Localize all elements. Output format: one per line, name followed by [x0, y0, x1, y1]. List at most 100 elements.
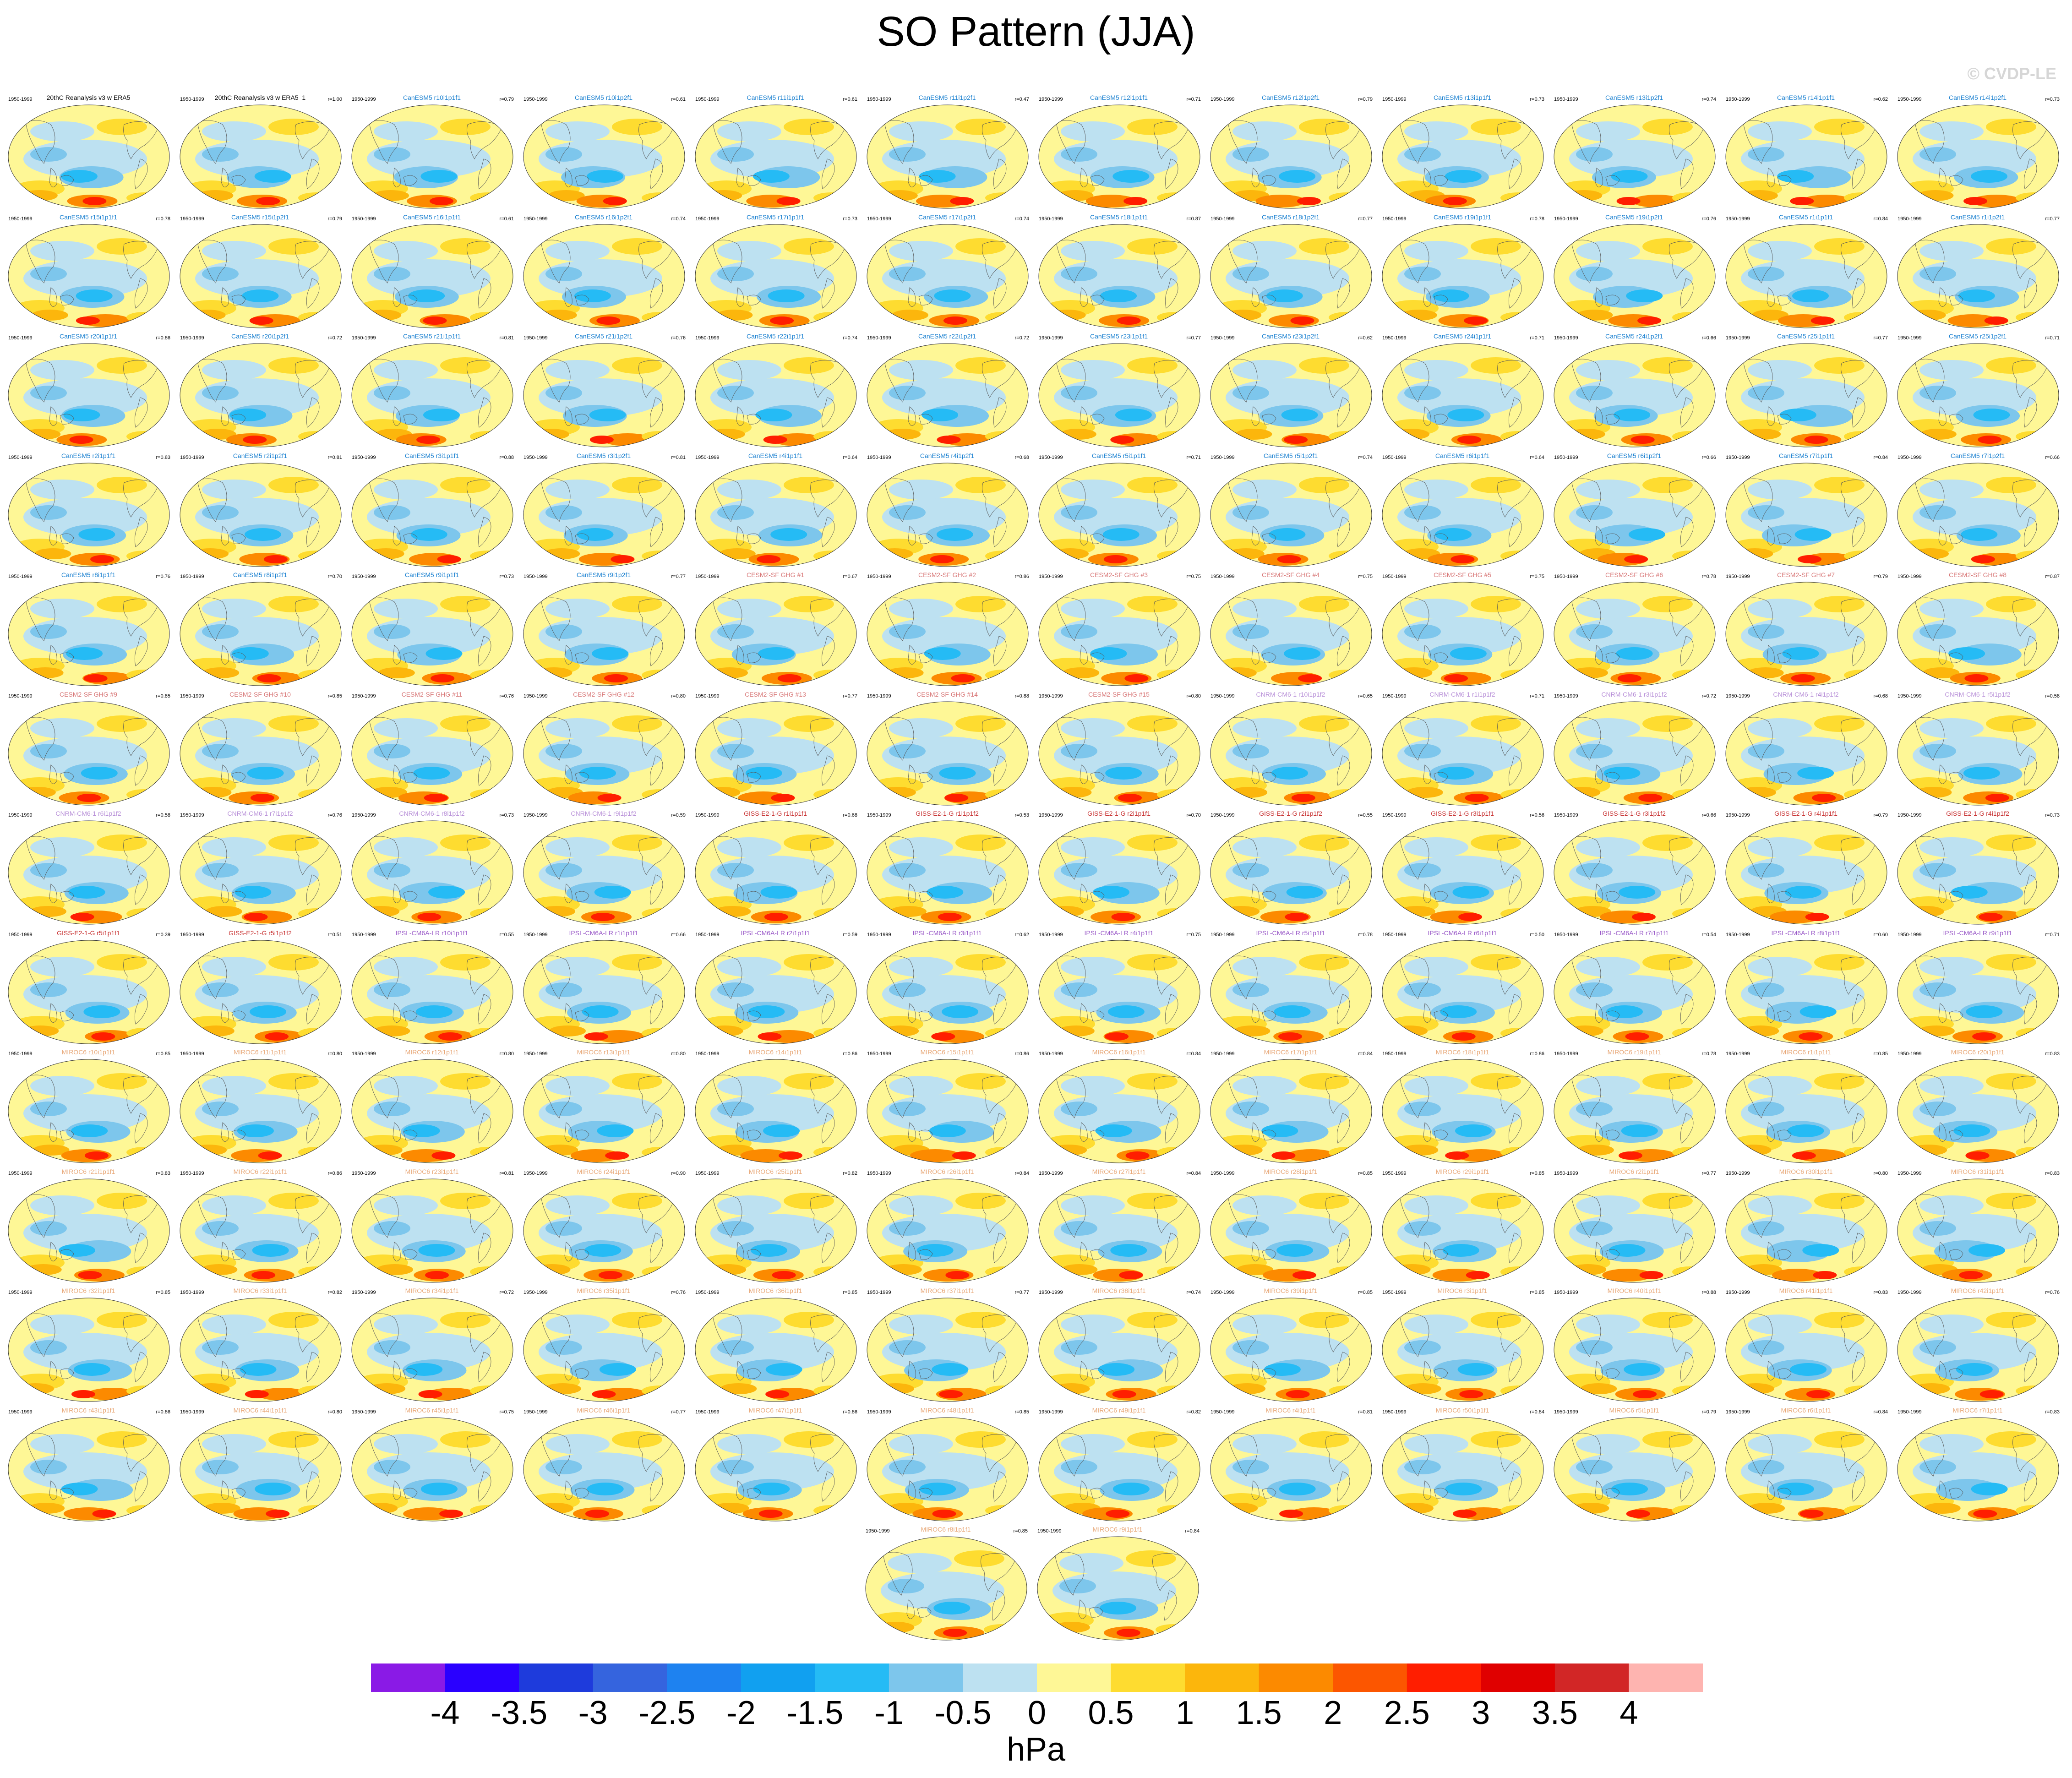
panel-correlation: r=0.70 [1186, 813, 1201, 818]
map-panel: 1950-1999 CanESM5 r21i1p2f1 r=0.76 [519, 333, 688, 449]
pattern-map [1038, 1178, 1200, 1282]
panel-correlation: r=0.62 [1873, 97, 1888, 102]
pattern-map [1897, 701, 2059, 805]
map-panel: 1950-1999 MIROC6 r5i1p1f1 r=0.79 [1549, 1407, 1719, 1523]
colorbar-tick-label: 4 [1619, 1695, 1638, 1731]
panel-period: 1950-1999 [1382, 1051, 1407, 1057]
panel-period: 1950-1999 [867, 574, 891, 579]
panel-period: 1950-1999 [8, 216, 33, 222]
panel-period: 1950-1999 [8, 335, 33, 341]
panel-correlation: r=0.66 [2045, 454, 2060, 460]
panel-member-label: MIROC6 r40i1p1f1 [1607, 1287, 1661, 1294]
panel-member-label: MIROC6 r48i1p1f1 [920, 1406, 974, 1414]
map-panel: 1950-1999 MIROC6 r30i1p1f1 r=0.80 [1721, 1168, 1891, 1285]
map-panel: 1950-1999 MIROC6 r12i1p1f1 r=0.80 [347, 1048, 517, 1165]
panel-period: 1950-1999 [352, 454, 376, 460]
map-panel: 1950-1999 CESM2-SF GHG #13 r=0.77 [691, 691, 860, 807]
panel-period: 1950-1999 [1554, 1290, 1578, 1295]
pattern-map [695, 701, 857, 805]
panel-correlation: r=0.79 [499, 97, 514, 102]
panel-correlation: r=0.74 [1358, 454, 1373, 460]
panel-correlation: r=0.84 [1873, 1409, 1888, 1415]
panel-correlation: r=0.88 [1701, 1290, 1717, 1295]
panel-correlation: r=0.75 [1358, 574, 1373, 579]
panel-member-label: MIROC6 r9i1p1f1 [1092, 1526, 1143, 1533]
pattern-map [695, 1298, 857, 1402]
map-panel: 1950-1999 MIROC6 r7i1p1f1 r=0.83 [1893, 1407, 2062, 1523]
pattern-map [1210, 1178, 1372, 1282]
panel-member-label: CanESM5 r9i1p2f1 [576, 571, 631, 578]
pattern-map [1725, 224, 1887, 328]
panel-period: 1950-1999 [8, 574, 33, 579]
panel-member-label: CanESM5 r13i1p1f1 [1433, 94, 1492, 101]
panel-member-label: CanESM5 r3i1p1f1 [404, 452, 459, 459]
map-panel: 1950-1999 GISS-E2-1-G r5i1p1f1 r=0.39 [4, 929, 173, 1046]
map-panel: 1950-1999 CNRM-CM6-1 r10i1p1f2 r=0.65 [1206, 691, 1375, 807]
panel-correlation: r=0.71 [1186, 97, 1201, 102]
pattern-map [8, 820, 170, 925]
panel-period: 1950-1999 [695, 97, 720, 102]
panel-period: 1950-1999 [1039, 335, 1063, 341]
panel-correlation: r=0.77 [1701, 1170, 1717, 1176]
panel-member-label: MIROC6 r25i1p1f1 [748, 1167, 802, 1175]
pattern-map [865, 1536, 1027, 1641]
panel-period: 1950-1999 [1210, 932, 1235, 938]
pattern-map [867, 820, 1029, 925]
pattern-map [1897, 224, 2059, 328]
panel-correlation: r=0.60 [1873, 932, 1888, 938]
map-panel: 1950-1999 IPSL-CM6A-LR r5i1p1f1 r=0.78 [1206, 929, 1375, 1046]
pattern-map [180, 343, 342, 447]
pattern-map [351, 701, 513, 805]
map-panel: 1950-1999 IPSL-CM6A-LR r4i1p1f1 r=0.75 [1034, 929, 1204, 1046]
panel-correlation: r=0.75 [1186, 932, 1201, 938]
pattern-map [523, 820, 685, 925]
panel-correlation: r=0.83 [2045, 1170, 2060, 1176]
panel-correlation: r=0.54 [1701, 932, 1717, 938]
panel-correlation: r=0.67 [843, 574, 858, 579]
map-panel: 1950-1999 CESM2-SF GHG #8 r=0.87 [1893, 571, 2062, 688]
pattern-map [523, 1298, 685, 1402]
map-panel: 1950-1999 CanESM5 r15i1p1f1 r=0.78 [4, 213, 173, 330]
pattern-map [180, 104, 342, 209]
panel-correlation: r=0.71 [2045, 335, 2060, 341]
map-panel: 1950-1999 MIROC6 r11i1p1f1 r=0.80 [175, 1048, 345, 1165]
pattern-map [867, 582, 1029, 686]
panel-correlation: r=0.76 [671, 335, 686, 341]
map-panel: 1950-1999 MIROC6 r26i1p1f1 r=0.84 [862, 1168, 1032, 1285]
map-panel: 1950-1999 CanESM5 r9i1p1f1 r=0.73 [347, 571, 517, 688]
panel-member-label: GISS-E2-1-G r3i1p1f1 [1431, 810, 1494, 817]
map-panel: 1950-1999 MIROC6 r6i1p1f1 r=0.84 [1721, 1407, 1891, 1523]
colorbar-tick-label: -0.5 [934, 1695, 992, 1731]
pattern-map [695, 582, 857, 686]
panel-member-label: CanESM5 r12i1p1f1 [1090, 94, 1148, 101]
pattern-map [1897, 940, 2059, 1044]
panel-period: 1950-1999 [1898, 813, 1922, 818]
panel-member-label: MIROC6 r10i1p1f1 [61, 1048, 115, 1056]
panel-period: 1950-1999 [1554, 97, 1578, 102]
pattern-map [8, 1178, 170, 1282]
panel-member-label: MIROC6 r29i1p1f1 [1435, 1167, 1489, 1175]
map-panel: 1950-1999 MIROC6 r23i1p1f1 r=0.81 [347, 1168, 517, 1285]
panel-correlation: r=0.66 [671, 932, 686, 938]
panel-member-label: MIROC6 r4i1p1f1 [1265, 1406, 1316, 1414]
colorbar-swatch [593, 1663, 667, 1692]
pattern-map [8, 463, 170, 567]
panel-period: 1950-1999 [352, 693, 376, 699]
map-panel: 1950-1999 MIROC6 r27i1p1f1 r=0.84 [1034, 1168, 1204, 1285]
panel-period: 1950-1999 [8, 1051, 33, 1057]
panel-correlation: r=0.65 [1358, 693, 1373, 699]
colorbar-tick-label: -2 [726, 1695, 756, 1731]
panel-member-label: CanESM5 r11i1p1f1 [747, 94, 804, 101]
panel-period: 1950-1999 [1210, 216, 1235, 222]
panel-period: 1950-1999 [180, 574, 204, 579]
panel-member-label: CanESM5 r5i1p1f1 [1091, 452, 1146, 459]
panel-period: 1950-1999 [1039, 1409, 1063, 1415]
map-panel: 1950-1999 CESM2-SF GHG #7 r=0.79 [1721, 571, 1891, 688]
pattern-map [1382, 701, 1544, 805]
pattern-map [1554, 1178, 1716, 1282]
panel-period: 1950-1999 [867, 932, 891, 938]
panel-correlation: r=0.85 [1014, 1409, 1030, 1415]
panel-period: 1950-1999 [352, 1170, 376, 1176]
pattern-map [523, 1059, 685, 1163]
map-panel: 1950-1999 CanESM5 r4i1p2f1 r=0.68 [862, 452, 1032, 569]
